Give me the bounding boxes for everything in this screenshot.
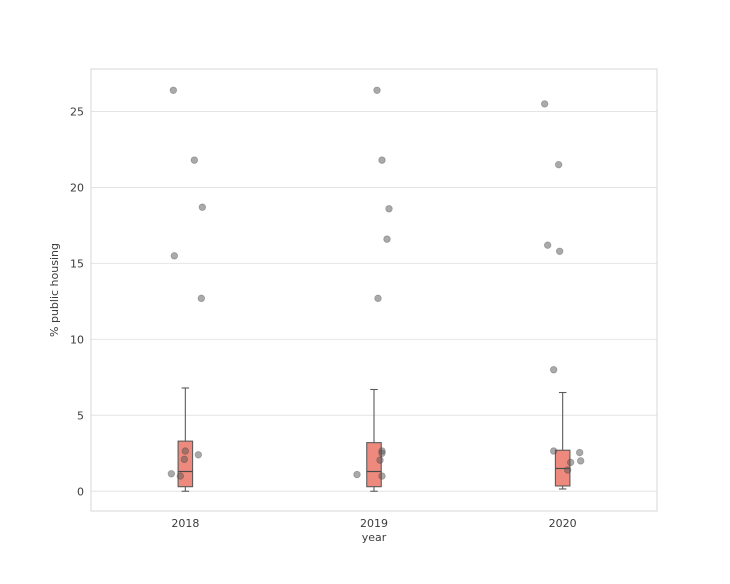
plot-border — [90, 68, 658, 512]
strip-point — [378, 449, 386, 457]
strip-point — [566, 458, 575, 467]
strip-point — [169, 86, 178, 94]
x-tick-label: 2020 — [549, 517, 577, 530]
strip-point — [353, 470, 361, 479]
box-layer — [177, 387, 571, 492]
strip-point — [180, 455, 189, 464]
strip-point — [549, 366, 558, 374]
strip-point — [378, 156, 386, 164]
strip-point — [549, 447, 558, 455]
y-axis-label: % public housing — [48, 243, 61, 337]
y-tick-label: 25 — [70, 106, 84, 119]
x-tick-labels: 2018 2019 2020 — [171, 517, 576, 530]
strip-point — [383, 235, 391, 243]
y-tick-label: 5 — [77, 409, 84, 422]
strip-point — [198, 203, 207, 211]
strip-point — [540, 100, 549, 108]
y-tick-labels: 0 5 10 15 20 25 — [70, 106, 84, 499]
strip-point — [197, 294, 206, 303]
strip-point — [554, 160, 563, 169]
y-tick-label: 10 — [70, 333, 84, 346]
strip-point — [373, 86, 381, 94]
strip-point — [190, 156, 199, 164]
strip-point — [378, 472, 386, 480]
strip-point — [167, 470, 176, 478]
strip-point — [576, 457, 585, 465]
x-tick-label: 2019 — [360, 517, 388, 530]
y-tick-label: 15 — [70, 257, 84, 270]
strip-point — [170, 252, 179, 260]
strip-point — [385, 205, 393, 213]
strip-point — [575, 448, 584, 457]
strip-point — [555, 247, 564, 255]
strip-point-layer — [167, 86, 585, 480]
box-2019 — [366, 442, 382, 488]
strip-point — [374, 294, 382, 303]
strip-point — [176, 472, 185, 480]
strip-point — [376, 456, 384, 464]
y-tick-label: 20 — [70, 181, 84, 194]
strip-point — [181, 447, 190, 455]
strip-point — [563, 466, 572, 474]
y-tick-label: 0 — [77, 485, 84, 498]
x-axis-label: year — [362, 531, 387, 544]
strip-point — [543, 241, 552, 249]
strip-point — [194, 451, 203, 459]
x-tick-label: 2018 — [171, 517, 199, 530]
